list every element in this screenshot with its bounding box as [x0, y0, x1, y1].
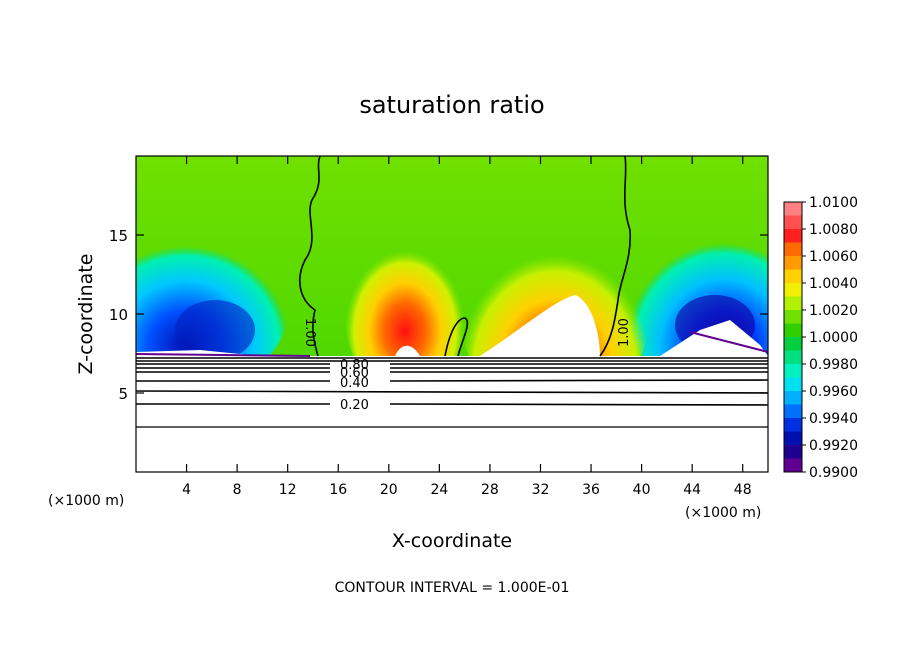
x-tick-label: 40: [633, 482, 651, 498]
colorbar-label: 0.9900: [809, 465, 858, 481]
colorbar-label: 0.9960: [809, 384, 858, 400]
y-tick-label: 5: [118, 385, 128, 403]
y-axis-label: Z-coordinate: [75, 254, 97, 375]
colorbar-segment: [784, 242, 802, 257]
contour-label: 0.20: [340, 398, 369, 413]
x-axis-label: X-coordinate: [392, 530, 512, 552]
colorbar-segment: [784, 458, 802, 473]
contour-label: 1.00: [302, 318, 317, 347]
contour-interval-note: CONTOUR INTERVAL = 1.000E-01: [335, 580, 570, 596]
colorbar-segment: [784, 215, 802, 230]
x-unit-left: (×1000 m): [48, 493, 124, 509]
colorbar-segment: [784, 269, 802, 284]
x-tick-label: 24: [430, 482, 448, 498]
contour-label: 0.60: [340, 366, 369, 381]
x-tick-label: 32: [532, 482, 550, 498]
x-unit-right: (×1000 m): [685, 505, 761, 521]
x-tick-label: 8: [233, 482, 242, 498]
colorbar-segment: [784, 364, 802, 378]
colorbar-segment: [784, 350, 802, 365]
colorbar-label: 1.0100: [809, 195, 858, 211]
contour-label: 1.00: [617, 318, 632, 347]
colorbar-segment: [784, 337, 802, 351]
x-tick-label: 16: [329, 482, 347, 498]
y-axis: 5 10 15: [109, 227, 768, 403]
colorbar-label: 1.0000: [809, 330, 858, 346]
colorbar-segment: [784, 445, 802, 459]
colorbar-label: 1.0040: [809, 276, 858, 292]
colorbar-label: 1.0020: [809, 303, 858, 319]
colorbar-segment: [784, 202, 802, 216]
x-axis: 4 8 12 16 20 24 28 32 36 40 44 48: [182, 156, 752, 498]
colorbar-segment: [784, 296, 802, 311]
x-tick-label: 12: [279, 482, 297, 498]
x-tick-label: 20: [380, 482, 398, 498]
colorbar-segment: [784, 404, 802, 419]
colorbar-segment: [784, 283, 802, 297]
colorbar-label: 1.0060: [809, 249, 858, 265]
contour-label: 0.40: [340, 376, 369, 391]
colorbar-segment: [784, 418, 802, 432]
x-tick-label: 44: [683, 482, 701, 498]
colorbar: 1.0100 1.0080 1.0060 1.0040 1.0020 1.0000 0.99…: [783, 195, 858, 481]
colorbar-segment: [784, 256, 802, 270]
chart-title: saturation ratio: [359, 91, 544, 119]
y-tick-label: 10: [109, 306, 128, 324]
colorbar-label: 0.9920: [809, 438, 858, 454]
colorbar-segment: [784, 310, 802, 324]
colorbar-label: 0.9980: [809, 357, 858, 373]
colorbar-segment: [784, 377, 802, 392]
x-tick-label: 28: [481, 482, 499, 498]
heatmap-field: [136, 156, 768, 472]
colorbar-segment: [784, 229, 802, 243]
colorbar-segment: [784, 323, 802, 338]
contour-label: 0.80: [340, 358, 369, 373]
contour-lines: [136, 156, 768, 428]
colorbar-label: 1.0080: [809, 222, 858, 238]
contour-label-group: 1.00 1.00 0.80 0.60 0.40 0.20: [302, 318, 632, 413]
colorbar-label: 0.9940: [809, 411, 858, 427]
y-tick-label: 15: [109, 227, 128, 245]
x-tick-label: 48: [734, 482, 752, 498]
colorbar-segment: [784, 431, 802, 446]
colorbar-segment: [784, 391, 802, 405]
x-tick-label: 4: [182, 482, 191, 498]
x-tick-label: 36: [582, 482, 600, 498]
